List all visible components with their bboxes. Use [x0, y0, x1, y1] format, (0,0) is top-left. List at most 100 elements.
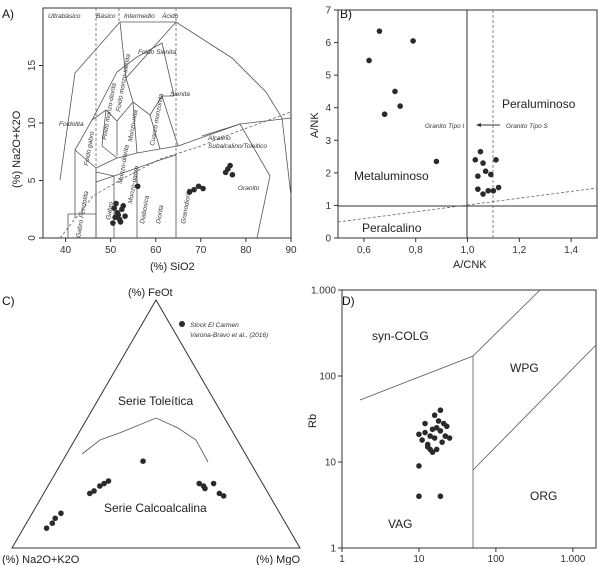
- panel-d-label: D): [342, 294, 355, 308]
- panel-c-data-point: [140, 458, 146, 465]
- panel-a-x-tick-label: 90: [285, 245, 297, 256]
- panel-d-data-point: [439, 439, 445, 445]
- panel-b-data-point: [381, 111, 388, 118]
- panel-b-x-tick-label: 1,0: [461, 245, 475, 256]
- vertex-feo: (%) FeOt: [128, 287, 173, 299]
- panel-b-x-tick-label: 0,6: [357, 245, 371, 256]
- panel-d-data-point: [422, 429, 428, 436]
- panel-b-data-point: [482, 168, 489, 175]
- panel-d-points: [416, 407, 453, 500]
- field-alcalino: Alcalino: [207, 135, 231, 142]
- panel-d-data-point: [442, 433, 449, 439]
- panel-b-y-ticks: 0 1 2 3 4 5 6 7: [325, 6, 338, 245]
- panel-a-data-point: [222, 169, 229, 176]
- panel-d-data-point: [431, 412, 438, 419]
- field-foido-gabro: Foido gabro: [83, 131, 96, 167]
- panel-d-y-ticks: 1 10 100 1.000: [311, 286, 342, 555]
- panel-b-y-tick-label: 3: [325, 136, 331, 147]
- panel-c-data-point: [97, 483, 103, 489]
- panel-b-data-point: [366, 57, 372, 64]
- legend-line-1: Stock El Carmen: [190, 322, 239, 329]
- panel-c-data-point: [49, 520, 56, 526]
- panel-a-data-point: [110, 220, 116, 226]
- panel-d-x-tick-label: 100: [488, 554, 505, 565]
- panel-b-data-point: [485, 187, 492, 194]
- field-sienita: Sienita: [170, 91, 190, 98]
- panel-d-y-tick-label: 10: [325, 458, 337, 469]
- panel-c-data-point: [43, 525, 50, 531]
- panel-b-y-label: A/NK: [309, 112, 321, 138]
- panel-a-points: [110, 162, 236, 226]
- panel-a-y-label: (%) Na2O+K2O: [11, 110, 23, 188]
- panel-d-data-point: [437, 493, 444, 500]
- panel-a-x-tick-label: 80: [240, 245, 252, 256]
- panel-d-data-point: [431, 435, 438, 441]
- field-granito: Granito: [238, 185, 260, 192]
- header-basic: Básico: [96, 13, 116, 20]
- panel-b-data-point: [475, 173, 481, 179]
- peralkaline-divider: [337, 187, 598, 223]
- panel-a-y-tick-label: 10: [27, 117, 38, 129]
- panel-d-data-point: [443, 423, 450, 430]
- panel-a-data-point: [113, 200, 119, 207]
- panel-c-points: [43, 458, 227, 531]
- panel-a-data-point: [229, 171, 236, 178]
- panel-b-label: B): [340, 7, 352, 21]
- panel-b-data-point: [495, 184, 502, 191]
- panel-b-data-point: [480, 191, 486, 197]
- panel-b-y-tick-label: 1: [325, 201, 331, 212]
- panel-c-label: C): [2, 294, 15, 308]
- panel-d-y-tick-label: 100: [319, 372, 336, 383]
- panel-a-data-point: [200, 185, 206, 192]
- panel-a: A) Ultrabásico: [2, 7, 297, 273]
- field-subalcalino: Subalcalino/Toleitico: [208, 143, 267, 150]
- vertex-alkali: (%) Na2O+K2O: [2, 554, 80, 565]
- panel-b-data-point: [480, 160, 486, 166]
- panel-d-y-tick-label: 1: [330, 544, 336, 555]
- vertex-mgo: (%) MgO: [256, 554, 300, 565]
- panel-a-data-point: [195, 183, 202, 190]
- panel-a-y-ticks: 0 5 10 15: [27, 60, 43, 241]
- panel-c-data-point: [210, 480, 217, 487]
- legend-marker: [179, 321, 185, 327]
- panel-d-data-point: [433, 446, 440, 453]
- field-diabosica: Diabosica: [139, 195, 151, 225]
- panel-a-data-point: [191, 186, 197, 193]
- panel-d-y-label: Rb: [307, 414, 319, 428]
- panel-b-data-point: [392, 88, 398, 95]
- header-acid: Ácido: [161, 11, 179, 20]
- panel-a-x-ticks: 40 50 60 70 80 90: [60, 238, 297, 256]
- panel-d-data-point: [419, 437, 425, 443]
- panel-a-data-point: [115, 212, 122, 218]
- field-foido-monzo-sienita: Foido monzo-sienita: [115, 53, 132, 112]
- ternary-triangle: [11, 299, 301, 549]
- header-ultrabasic: Ultrabásico: [48, 13, 81, 20]
- field-monzonita: Monzo-nita: [127, 109, 140, 142]
- panel-a-x-tick-label: 50: [105, 245, 117, 256]
- panel-b-data-point: [397, 103, 403, 109]
- panel-a-y-tick-label: 5: [27, 177, 38, 183]
- panel-b-data-point: [376, 28, 383, 34]
- panel-d-data-point: [433, 424, 440, 431]
- panel-b-y-tick-label: 7: [325, 6, 331, 17]
- panel-a-y-tick-label: 15: [27, 60, 38, 72]
- panel-b: B) Granito Tipo I Granito Tipo S Peralum…: [309, 6, 598, 271]
- field-foido-sienita: Foido Sienita: [138, 49, 176, 56]
- panel-a-data-point: [134, 183, 141, 190]
- panel-b-y-tick-label: 2: [325, 168, 331, 179]
- panel-d-x-tick-label: 1.000: [560, 554, 585, 565]
- panel-d-data-point: [422, 420, 428, 427]
- header-intermediate: Intermedio: [124, 13, 155, 20]
- panel-a-fields: [59, 21, 292, 239]
- tholeiitic-boundary: [81, 417, 209, 463]
- field-diorita: Diorita: [155, 204, 165, 224]
- panel-d-data-point: [446, 435, 453, 441]
- field-foidolita: Foidolita: [59, 121, 84, 128]
- region-peraluminoso: Peraluminoso: [502, 97, 576, 111]
- panel-b-data-point: [475, 186, 481, 192]
- panel-d-data-point: [416, 493, 422, 500]
- panel-d-data-point: [437, 407, 444, 414]
- panel-b-y-tick-label: 4: [325, 103, 331, 114]
